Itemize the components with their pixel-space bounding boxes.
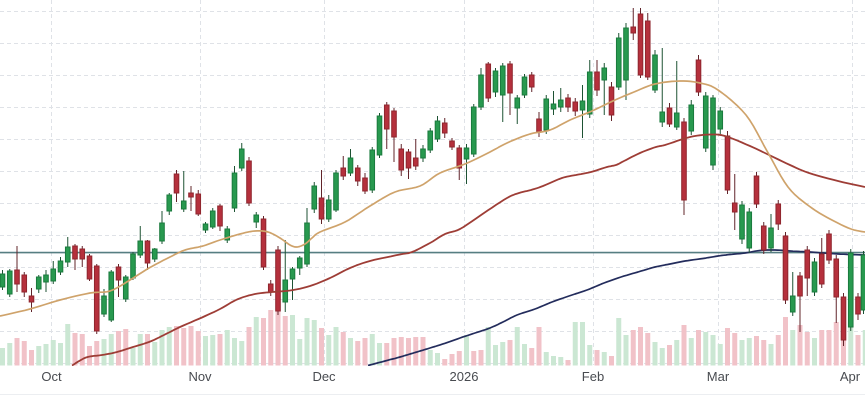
svg-text:Feb: Feb bbox=[582, 369, 604, 384]
svg-text:Apr: Apr bbox=[840, 369, 861, 384]
svg-text:Mar: Mar bbox=[707, 369, 730, 384]
svg-text:2026: 2026 bbox=[450, 369, 479, 384]
svg-text:Dec: Dec bbox=[312, 369, 336, 384]
svg-text:Oct: Oct bbox=[41, 369, 62, 384]
svg-text:Nov: Nov bbox=[188, 369, 212, 384]
